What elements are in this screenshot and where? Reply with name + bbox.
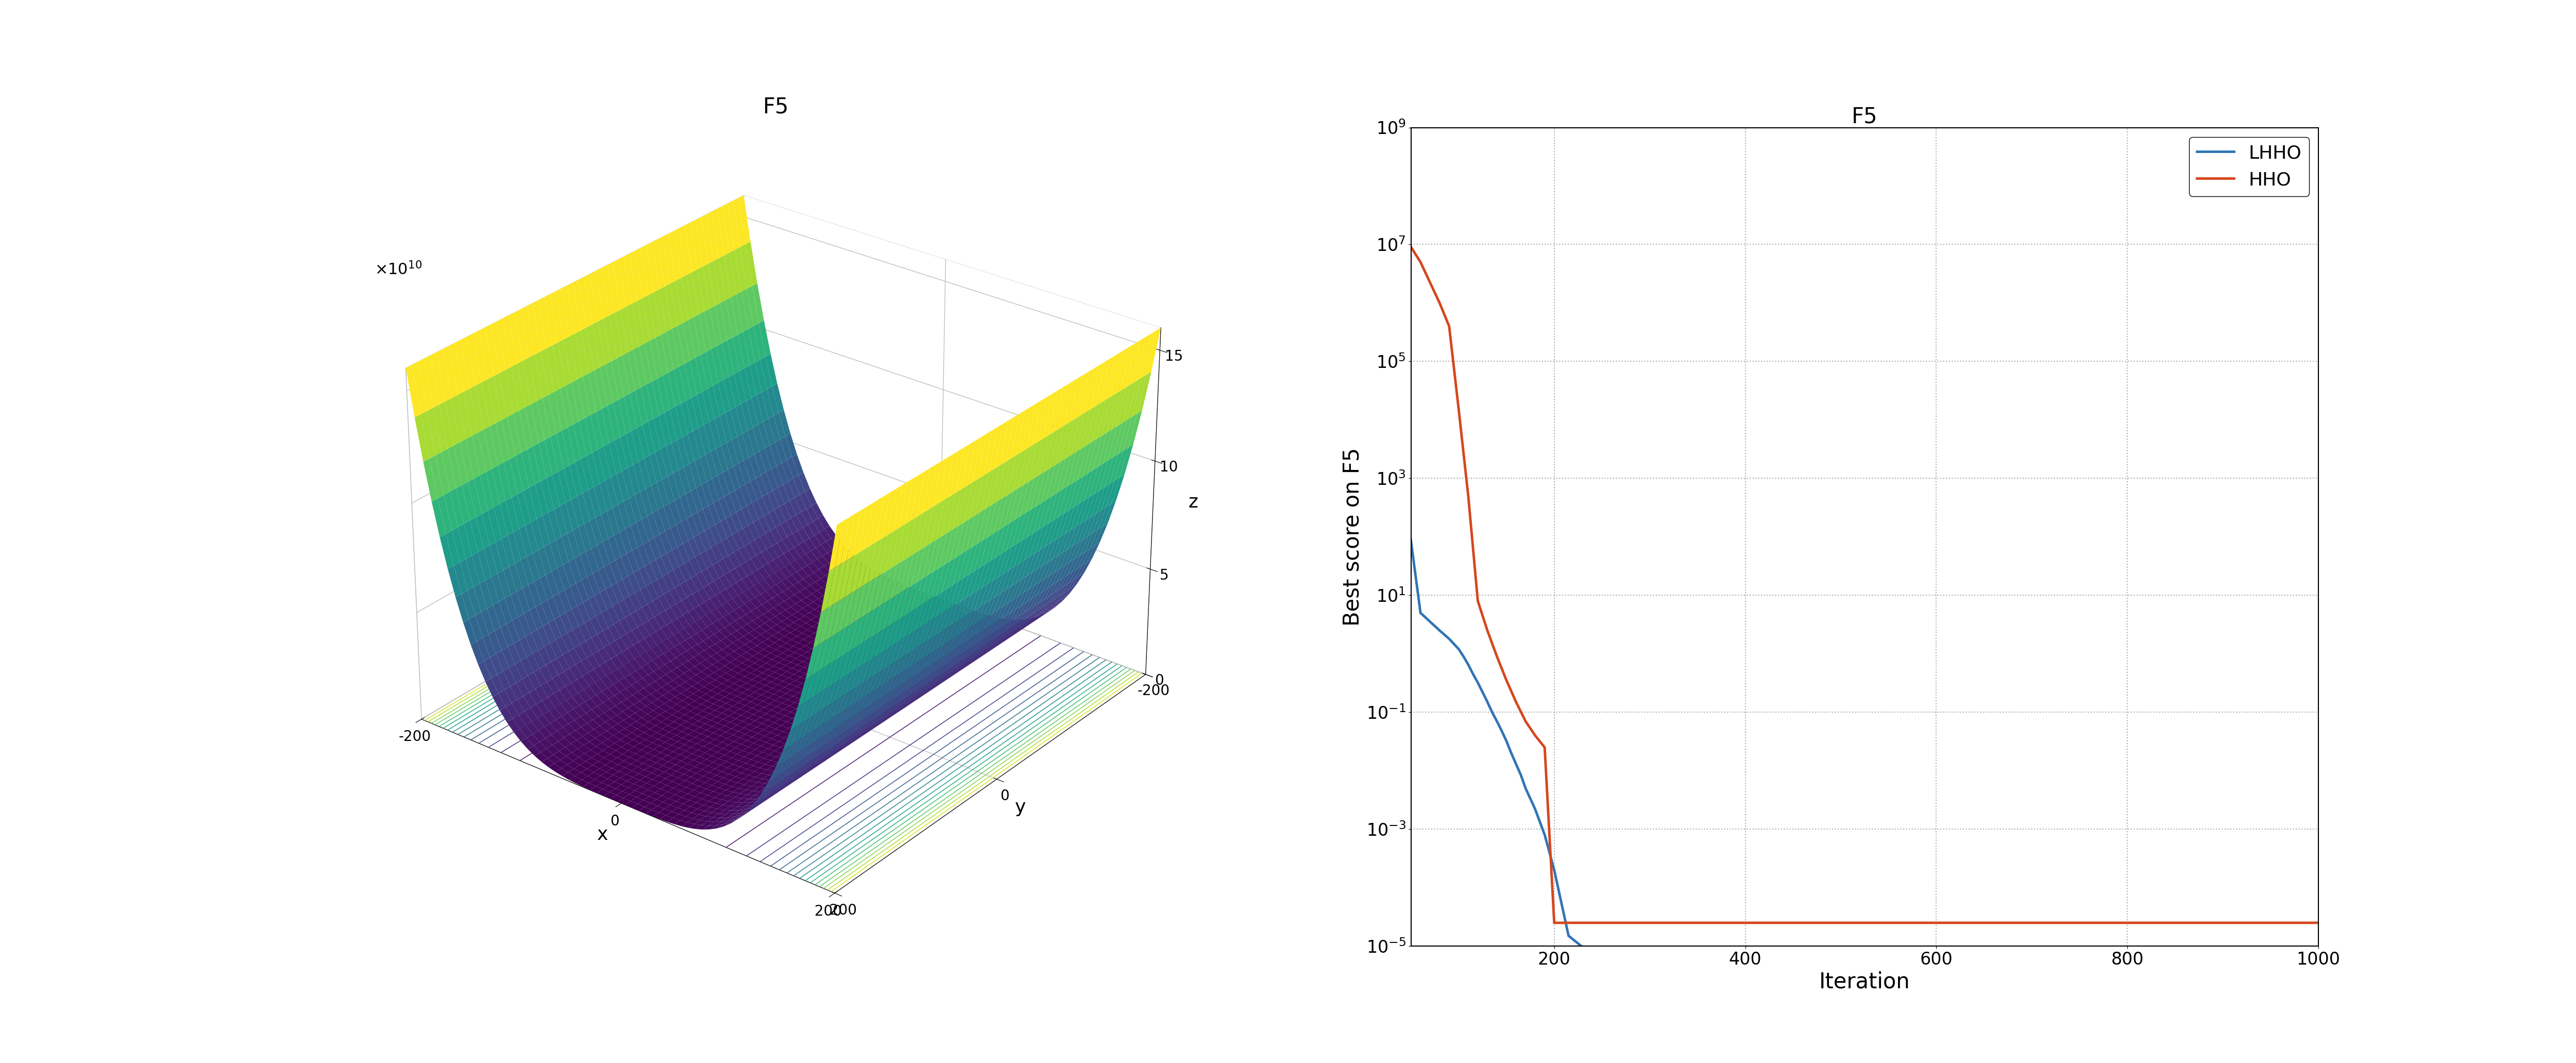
Legend: LHHO, HHO: LHHO, HHO	[2190, 137, 2308, 196]
LHHO	[1458, 668, 1489, 680]
HHO	[1597, 916, 1628, 929]
HHO	[1492, 674, 1522, 687]
LHHO	[1502, 758, 1533, 771]
LHHO	[1376, 390, 1406, 403]
HHO	[1577, 916, 1607, 929]
LHHO	[1404, 607, 1435, 620]
LHHO	[1476, 706, 1507, 719]
LHHO	[1468, 686, 1499, 698]
HHO	[1435, 320, 1466, 333]
LHHO	[1453, 658, 1484, 671]
LHHO	[1425, 624, 1455, 637]
HHO	[1520, 729, 1551, 742]
HHO	[1510, 715, 1540, 728]
HHO	[1404, 256, 1435, 269]
LHHO	[1510, 782, 1540, 795]
LHHO	[1497, 746, 1528, 759]
LHHO	[1443, 643, 1473, 656]
Line: HHO: HHO	[1365, 151, 2318, 923]
HHO	[1425, 297, 1455, 309]
LHHO	[1435, 632, 1466, 645]
Line: LHHO: LHHO	[1365, 334, 2318, 947]
Title: F5: F5	[762, 97, 788, 118]
LHHO	[1481, 715, 1512, 728]
LHHO	[1471, 695, 1502, 708]
LHHO	[1538, 863, 1569, 876]
HHO	[1376, 210, 1406, 223]
HHO	[1471, 624, 1502, 637]
LHHO	[1492, 735, 1522, 747]
LHHO	[1486, 725, 1517, 738]
LHHO	[1566, 941, 1597, 954]
X-axis label: Iteration: Iteration	[1819, 971, 1911, 993]
X-axis label: x: x	[598, 826, 608, 843]
LHHO	[1530, 828, 1561, 841]
Title: F5: F5	[1852, 106, 1878, 128]
LHHO	[1504, 769, 1535, 781]
HHO	[1548, 916, 1579, 929]
HHO	[1558, 916, 1589, 929]
LHHO	[1553, 929, 1584, 942]
Y-axis label: y: y	[1015, 798, 1025, 816]
HHO	[2303, 916, 2334, 929]
HHO	[1463, 594, 1494, 607]
HHO	[1443, 403, 1473, 416]
LHHO	[1350, 327, 1381, 340]
HHO	[1530, 741, 1561, 754]
LHHO	[1448, 651, 1479, 663]
HHO	[1538, 916, 1569, 929]
HHO	[1481, 651, 1512, 663]
Text: $\times10^{10}$: $\times10^{10}$	[374, 261, 422, 279]
HHO	[1350, 145, 1381, 157]
HHO	[1453, 490, 1484, 503]
LHHO	[1463, 676, 1494, 689]
LHHO	[2303, 941, 2334, 954]
LHHO	[1520, 803, 1551, 815]
Y-axis label: Best score on F5: Best score on F5	[1342, 448, 1363, 626]
HHO	[1502, 695, 1533, 708]
